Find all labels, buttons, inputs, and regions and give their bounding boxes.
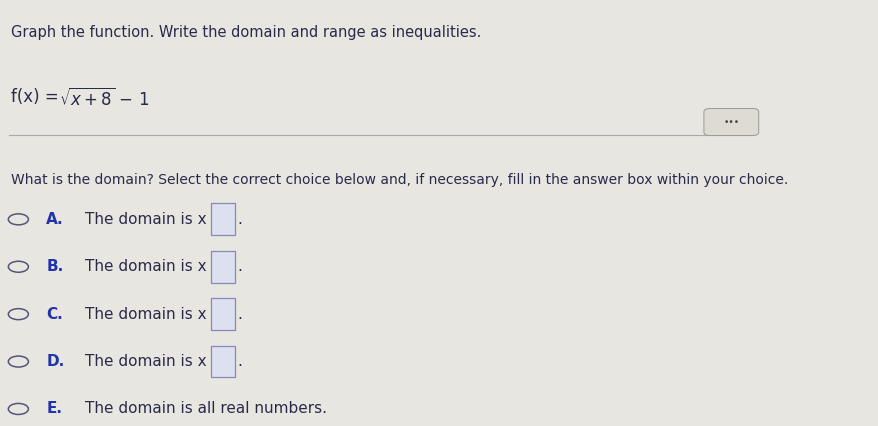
Text: What is the domain? Select the correct choice below and, if necessary, fill in t: What is the domain? Select the correct c… bbox=[11, 173, 787, 187]
Text: f(x) =: f(x) = bbox=[11, 88, 63, 106]
FancyBboxPatch shape bbox=[211, 251, 234, 282]
FancyBboxPatch shape bbox=[703, 109, 758, 135]
Text: The domain is x >: The domain is x > bbox=[84, 307, 228, 322]
Text: The domain is all real numbers.: The domain is all real numbers. bbox=[84, 401, 327, 417]
Text: $\sqrt{x+8}$ − 1: $\sqrt{x+8}$ − 1 bbox=[59, 88, 149, 110]
FancyBboxPatch shape bbox=[211, 345, 234, 377]
Text: The domain is x ≤: The domain is x ≤ bbox=[84, 212, 228, 227]
Text: D.: D. bbox=[47, 354, 64, 369]
Text: .: . bbox=[237, 212, 242, 227]
Text: The domain is x ≥: The domain is x ≥ bbox=[84, 259, 228, 274]
Text: •••: ••• bbox=[723, 118, 738, 127]
Text: .: . bbox=[237, 354, 242, 369]
Text: Graph the function. Write the domain and range as inequalities.: Graph the function. Write the domain and… bbox=[11, 25, 480, 40]
Text: C.: C. bbox=[47, 307, 63, 322]
FancyBboxPatch shape bbox=[211, 204, 234, 235]
Text: E.: E. bbox=[47, 401, 62, 417]
Text: A.: A. bbox=[47, 212, 64, 227]
FancyBboxPatch shape bbox=[211, 298, 234, 330]
Text: .: . bbox=[237, 307, 242, 322]
Text: B.: B. bbox=[47, 259, 63, 274]
Text: .: . bbox=[237, 259, 242, 274]
Text: The domain is x <: The domain is x < bbox=[84, 354, 228, 369]
